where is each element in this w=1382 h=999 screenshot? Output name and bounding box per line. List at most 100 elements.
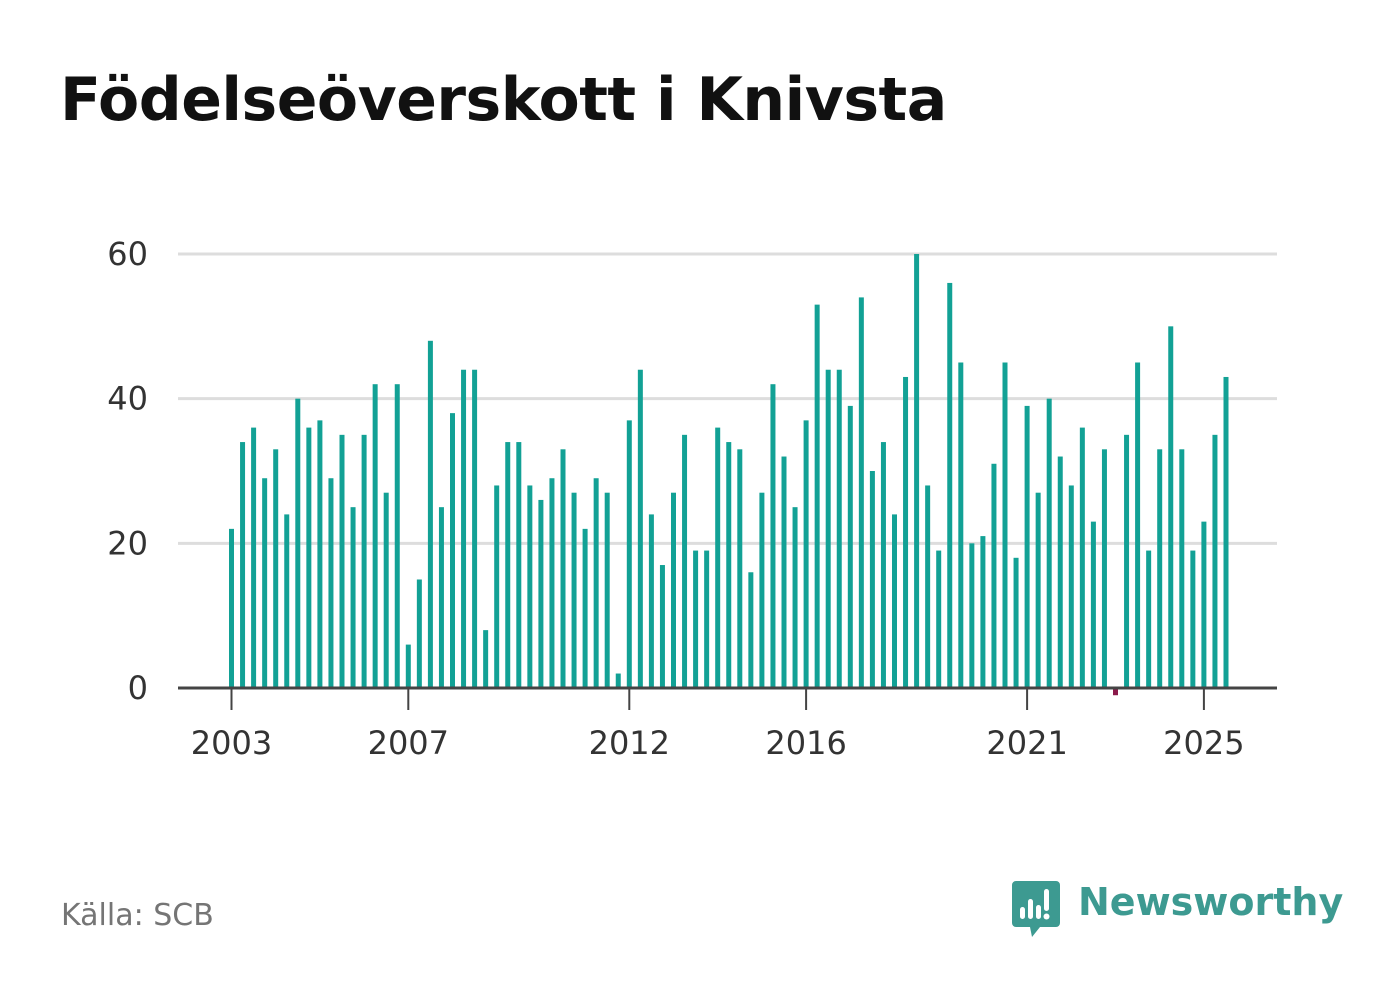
bar[interactable] [637, 369, 643, 688]
x-tick-label-2025: 2025 [1163, 724, 1244, 762]
bar[interactable] [262, 478, 268, 688]
bar[interactable] [715, 427, 721, 688]
bar[interactable] [980, 536, 986, 688]
bar[interactable] [626, 420, 632, 688]
bar[interactable] [914, 254, 920, 688]
bar[interactable] [1090, 521, 1096, 688]
bar[interactable] [1201, 521, 1207, 688]
bar[interactable] [383, 492, 389, 688]
bar[interactable] [240, 442, 246, 688]
bar[interactable] [1035, 492, 1041, 688]
bar[interactable] [825, 369, 831, 688]
y-tick-label-0: 0 [128, 669, 148, 707]
bar[interactable] [273, 449, 279, 688]
newsworthy-logo-icon [1012, 881, 1060, 937]
bar[interactable] [427, 340, 433, 688]
bar[interactable] [880, 442, 886, 688]
bar[interactable] [251, 427, 257, 688]
bar[interactable] [538, 499, 544, 688]
bar[interactable] [958, 362, 964, 689]
bar[interactable] [604, 492, 610, 688]
bar[interactable] [659, 565, 665, 688]
chart-title: Födelseöverskott i Knivsta [60, 65, 947, 135]
bar[interactable] [792, 507, 798, 688]
bar[interactable] [803, 420, 809, 688]
bar[interactable] [936, 550, 942, 688]
bar[interactable] [682, 434, 688, 688]
bar[interactable] [483, 630, 489, 688]
bar[interactable] [1057, 456, 1063, 688]
bar[interactable] [317, 420, 323, 688]
bar[interactable] [284, 514, 290, 688]
bar[interactable] [759, 492, 765, 688]
bar[interactable] [903, 376, 909, 688]
bar[interactable] [494, 485, 500, 688]
bar[interactable] [306, 427, 312, 688]
bar[interactable] [339, 434, 345, 688]
bar[interactable] [350, 507, 356, 688]
bar[interactable] [814, 304, 820, 688]
bar[interactable] [847, 405, 853, 688]
bar[interactable] [671, 492, 676, 688]
bar[interactable] [505, 442, 511, 688]
bar[interactable] [1013, 557, 1019, 688]
bar[interactable] [295, 398, 301, 688]
brand-logo[interactable]: Newsworthy [1010, 878, 1343, 942]
bar[interactable] [405, 644, 411, 688]
bar[interactable] [582, 528, 588, 688]
bar[interactable] [1179, 449, 1185, 688]
bar[interactable] [737, 449, 743, 688]
bar[interactable] [858, 297, 864, 688]
bar[interactable] [726, 442, 732, 688]
bar[interactable] [560, 449, 566, 688]
bar[interactable] [1168, 326, 1174, 688]
bar[interactable] [1157, 449, 1163, 688]
bar[interactable] [1101, 449, 1107, 688]
bar[interactable] [748, 572, 754, 688]
y-tick-label-40: 40 [107, 380, 148, 418]
bar[interactable] [472, 369, 478, 688]
bar[interactable] [969, 543, 975, 688]
bar[interactable] [394, 384, 400, 688]
bar[interactable] [693, 550, 699, 688]
bar[interactable] [593, 478, 599, 688]
bar[interactable] [925, 485, 931, 688]
bar[interactable] [781, 456, 787, 688]
bar[interactable] [892, 514, 897, 688]
bar[interactable] [1146, 550, 1152, 688]
bar[interactable] [1113, 688, 1118, 696]
bar[interactable] [991, 463, 997, 688]
bar[interactable] [704, 550, 710, 688]
bar[interactable] [549, 478, 555, 688]
bar[interactable] [416, 579, 422, 689]
bar[interactable] [1068, 485, 1074, 688]
bar[interactable] [328, 478, 334, 688]
bar[interactable] [361, 434, 367, 688]
bar[interactable] [372, 384, 378, 688]
bar[interactable] [1212, 434, 1218, 688]
bar[interactable] [1190, 550, 1196, 688]
bar[interactable] [1024, 405, 1030, 688]
bar[interactable] [1223, 376, 1229, 688]
bar[interactable] [947, 282, 953, 688]
x-tick-label-2012: 2012 [589, 724, 670, 762]
bar[interactable] [1079, 427, 1085, 688]
bar[interactable] [1046, 398, 1052, 688]
bar[interactable] [461, 369, 467, 688]
bar[interactable] [516, 442, 522, 688]
bar[interactable] [648, 514, 654, 688]
bar-series [229, 254, 1229, 696]
bar[interactable] [1002, 362, 1008, 689]
x-axis: 2003 2007 2012 2016 2021 2025 [178, 686, 1277, 762]
bar[interactable] [450, 413, 455, 688]
bar[interactable] [571, 492, 577, 688]
bar[interactable] [229, 528, 234, 688]
bar[interactable] [527, 485, 533, 688]
bar[interactable] [438, 507, 444, 688]
bar[interactable] [615, 673, 621, 688]
bar[interactable] [869, 471, 875, 688]
bar[interactable] [1135, 362, 1141, 689]
bar[interactable] [770, 384, 776, 688]
bar[interactable] [836, 369, 842, 688]
bar[interactable] [1124, 434, 1130, 688]
